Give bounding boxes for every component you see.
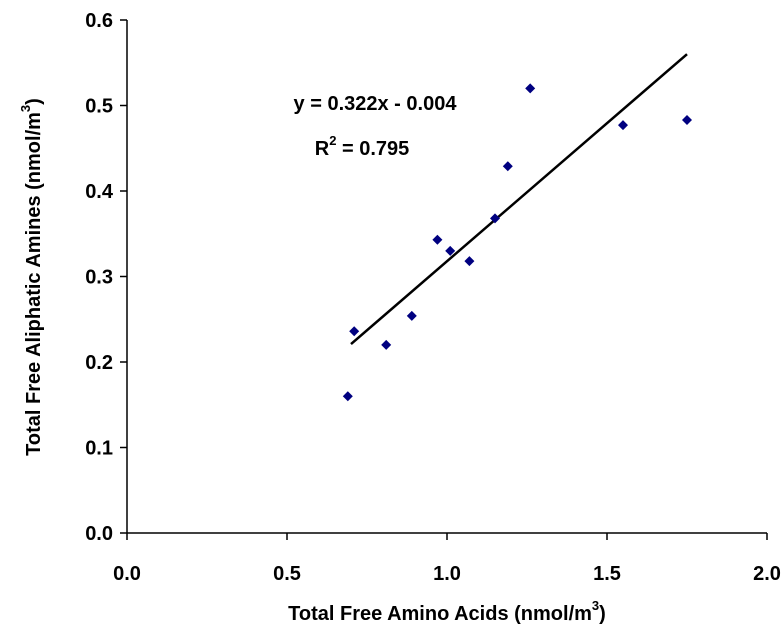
y-label-end: ) (23, 98, 45, 105)
point (490, 213, 500, 224)
y-tick-label: 0.4 (85, 181, 114, 203)
y-tick-label: 0.2 (85, 352, 113, 374)
r-squared: R2 = 0.795 (315, 133, 410, 160)
y-label-sup: 3 (18, 105, 33, 112)
y-tick-label: 0.1 (85, 438, 113, 460)
x-tick-label: 1.0 (433, 563, 461, 585)
point (464, 256, 475, 267)
r-squared-value: = 0.795 (336, 138, 409, 160)
y-label-text: Total Free Aliphatic Amines (nmol/m (23, 112, 45, 456)
point (349, 326, 360, 337)
y-axis-label: Total Free Aliphatic Amines (nmol/m3) (18, 98, 45, 456)
equation: y = 0.322x - 0.004 (294, 93, 458, 115)
r-squared-sup: 2 (329, 133, 336, 148)
trendline (350, 53, 688, 345)
x-tick-label: 1.5 (593, 563, 621, 585)
x-tick-label: 2.0 (753, 563, 781, 585)
y-tick-label: 0.3 (85, 267, 113, 289)
x-tick-label: 0.5 (273, 563, 301, 585)
x-tick-label: 0.0 (113, 563, 141, 585)
point (432, 234, 443, 245)
point (618, 120, 628, 131)
r-squared-r: R (315, 138, 330, 160)
point (525, 83, 536, 94)
y-tick-label: 0.6 (85, 10, 113, 32)
y-tick-label: 0.5 (85, 96, 113, 118)
x-axis-label: Total Free Amino Acids (nmol/m3) (288, 598, 606, 625)
point (682, 115, 692, 126)
x-label-sup: 3 (592, 598, 599, 613)
y-tick-label: 0.0 (85, 523, 113, 545)
point (406, 310, 417, 321)
x-label-end: ) (599, 603, 606, 625)
point (342, 391, 353, 402)
point (381, 339, 392, 350)
point (445, 245, 456, 256)
x-label-text: Total Free Amino Acids (nmol/m (288, 603, 592, 625)
point (502, 161, 513, 172)
